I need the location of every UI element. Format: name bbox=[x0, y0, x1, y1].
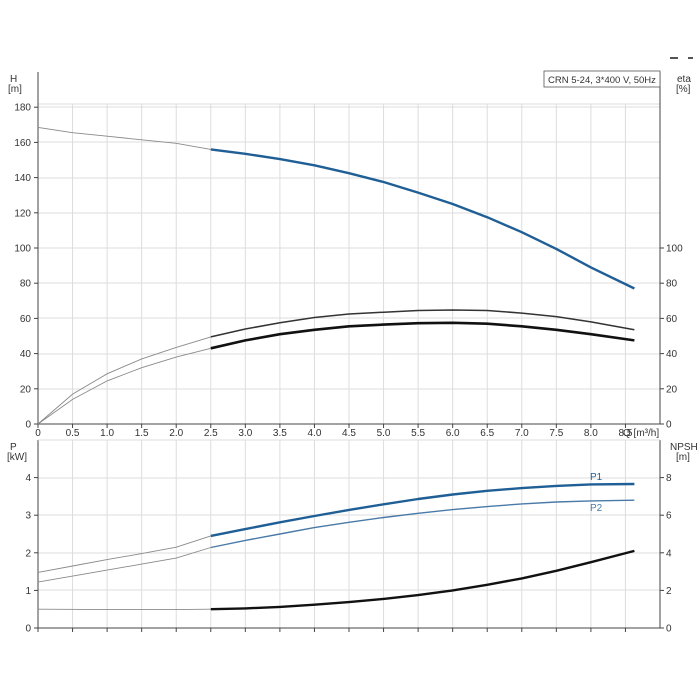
upper-series-1-extrapolated bbox=[37, 336, 211, 425]
upper-y-tick-label: 80 bbox=[20, 279, 32, 290]
upper-y2-tick-label: 60 bbox=[666, 314, 678, 325]
x-tick-label: 5.0 bbox=[377, 428, 391, 439]
upper-y-tick-label: 180 bbox=[14, 103, 31, 114]
series-label-p1: P1 bbox=[590, 472, 603, 483]
upper-y-label: H bbox=[10, 74, 17, 85]
upper-y2-label: eta bbox=[677, 74, 691, 85]
upper-y-tick-label: 100 bbox=[14, 244, 31, 255]
x-tick-label: 2.0 bbox=[169, 428, 183, 439]
lower-tick-labels: 0 1 2 3 4 0 2 4 6 8 bbox=[25, 473, 672, 634]
upper-y2-tick-label: 20 bbox=[666, 384, 678, 395]
lower-y-tick-label: 0 bbox=[25, 624, 31, 635]
corner-mark-left bbox=[670, 57, 678, 59]
legend-box-text: CRN 5-24, 3*400 V, 50Hz bbox=[548, 75, 656, 86]
lower-y-tick-label: 2 bbox=[25, 548, 31, 559]
upper-series-2-extrapolated bbox=[37, 347, 211, 425]
lower-y-tick-label: 3 bbox=[25, 511, 31, 522]
upper-y-tick-label: 20 bbox=[20, 384, 32, 395]
x-tick-label: 0 bbox=[35, 428, 41, 439]
upper-series-0-line bbox=[210, 148, 635, 290]
legend-box: CRN 5-24, 3*400 V, 50Hz bbox=[543, 70, 661, 88]
x-tick-label: 0.5 bbox=[66, 428, 80, 439]
lower-y-label: P bbox=[10, 442, 17, 453]
series-label-p2: P2 bbox=[590, 503, 603, 514]
upper-y2-tick-label: 0 bbox=[666, 420, 672, 431]
lower-y-tick-label: 1 bbox=[25, 586, 31, 597]
upper-y2-tick-label: 100 bbox=[666, 244, 683, 255]
lower-y2-tick-label: 4 bbox=[666, 548, 672, 559]
corner-mark-right bbox=[688, 57, 693, 59]
x-tick-label: 2.5 bbox=[204, 428, 218, 439]
upper-series-2-line bbox=[210, 321, 635, 350]
upper-y-tick-label: 0 bbox=[25, 420, 31, 431]
lower-y2-tick-label: 8 bbox=[666, 473, 672, 484]
upper-tick-labels: 0 20 40 60 80 100 120 140 160 180 0 20 40 60 80 100 0 0.5… bbox=[14, 103, 683, 439]
upper-series-1-line bbox=[210, 309, 635, 338]
lower-y2-tick-label: 6 bbox=[666, 511, 672, 522]
lower-series-p2-extrapolated bbox=[37, 547, 211, 583]
upper-gridlines bbox=[38, 103, 660, 424]
lower-y2-label: NPSH bbox=[670, 442, 698, 453]
x-tick-label: 3.5 bbox=[273, 428, 287, 439]
x-tick-label: 8.0 bbox=[584, 428, 598, 439]
lower-series-p2-line bbox=[210, 499, 635, 549]
lower-series-p1-line bbox=[210, 482, 635, 538]
lower-series-2-line bbox=[210, 549, 635, 611]
lower-axis-titles: P [kW] NPSH [m] bbox=[7, 442, 698, 463]
upper-series-0-extrapolated bbox=[37, 126, 211, 150]
x-tick-label: 8.5 bbox=[618, 428, 632, 439]
x-tick-label: 6.0 bbox=[446, 428, 460, 439]
lower-gridlines bbox=[38, 440, 660, 628]
lower-series-lines bbox=[37, 482, 635, 611]
upper-y-tick-label: 160 bbox=[14, 138, 31, 149]
x-tick-label: 7.0 bbox=[515, 428, 529, 439]
legend-box-border bbox=[543, 70, 661, 88]
upper-y-tick-label: 140 bbox=[14, 173, 31, 184]
lower-y-tick-label: 4 bbox=[25, 473, 31, 484]
x-tick-label: 3.0 bbox=[238, 428, 252, 439]
x-tick-label: 1.5 bbox=[135, 428, 149, 439]
x-tick-label: 5.5 bbox=[411, 428, 425, 439]
x-tick-label: 1.0 bbox=[100, 428, 114, 439]
upper-y-tick-label: 60 bbox=[20, 314, 32, 325]
lower-y2-tick-label: 0 bbox=[666, 624, 672, 635]
lower-series-p1-extrapolated bbox=[37, 535, 211, 573]
upper-x-label: Q [m³/h] bbox=[623, 428, 659, 439]
upper-y2-tick-label: 80 bbox=[666, 279, 678, 290]
upper-y-tick-label: 40 bbox=[20, 349, 32, 360]
upper-y-unit: [m] bbox=[8, 84, 22, 95]
upper-y-tick-label: 120 bbox=[14, 208, 31, 219]
lower-y2-tick-label: 2 bbox=[666, 586, 672, 597]
lower-y2-unit: [m] bbox=[676, 452, 690, 463]
x-tick-label: 4.5 bbox=[342, 428, 356, 439]
x-tick-label: 4.0 bbox=[307, 428, 321, 439]
lower-y-unit: [kW] bbox=[7, 452, 27, 463]
x-tick-label: 6.5 bbox=[480, 428, 494, 439]
upper-axis-titles: H [m] eta [%] Q [m³/h] bbox=[8, 74, 691, 439]
upper-y2-unit: [%] bbox=[676, 84, 691, 95]
x-tick-label: 7.5 bbox=[549, 428, 563, 439]
upper-y2-tick-label: 40 bbox=[666, 349, 678, 360]
upper-series-lines bbox=[37, 126, 635, 425]
